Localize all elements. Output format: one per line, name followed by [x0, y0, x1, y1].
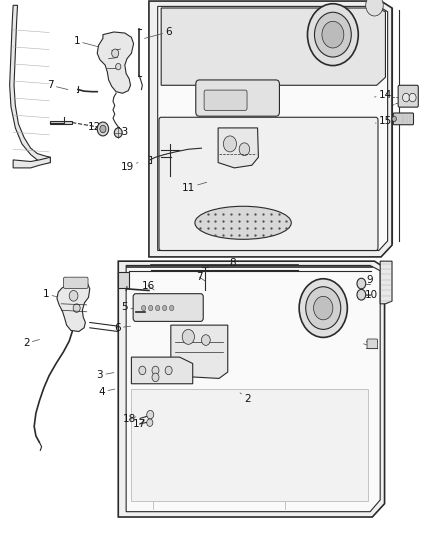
Circle shape: [307, 4, 358, 66]
FancyBboxPatch shape: [393, 113, 413, 125]
Circle shape: [357, 289, 366, 300]
Circle shape: [147, 410, 154, 419]
Circle shape: [69, 290, 78, 301]
Text: 2: 2: [240, 393, 251, 403]
Text: 9: 9: [363, 276, 374, 285]
Circle shape: [97, 122, 109, 136]
Text: 2: 2: [23, 338, 39, 348]
FancyBboxPatch shape: [64, 277, 88, 288]
Circle shape: [314, 12, 351, 57]
Polygon shape: [97, 32, 134, 93]
Polygon shape: [126, 265, 380, 512]
Circle shape: [152, 373, 159, 382]
Circle shape: [403, 93, 410, 102]
Text: 11: 11: [364, 342, 378, 351]
Text: 1: 1: [73, 36, 103, 48]
Text: 7: 7: [47, 80, 68, 90]
Polygon shape: [118, 272, 129, 288]
Circle shape: [306, 287, 341, 329]
FancyBboxPatch shape: [196, 80, 279, 116]
Text: 5: 5: [121, 302, 140, 312]
Circle shape: [73, 304, 80, 312]
Polygon shape: [57, 281, 90, 332]
Polygon shape: [158, 6, 388, 251]
Circle shape: [100, 125, 106, 133]
Text: 13: 13: [116, 127, 129, 136]
Circle shape: [170, 305, 174, 311]
FancyBboxPatch shape: [398, 85, 418, 107]
Text: 11: 11: [182, 182, 207, 192]
Text: 3: 3: [96, 370, 114, 380]
Text: 6: 6: [114, 323, 131, 333]
Text: 14: 14: [374, 90, 392, 100]
Circle shape: [162, 305, 167, 311]
Circle shape: [112, 49, 119, 58]
Polygon shape: [13, 157, 50, 168]
Circle shape: [148, 305, 153, 311]
Polygon shape: [50, 121, 72, 124]
Circle shape: [201, 335, 210, 345]
Circle shape: [392, 116, 396, 122]
Circle shape: [409, 93, 416, 102]
Polygon shape: [149, 1, 392, 257]
Circle shape: [152, 366, 159, 375]
Circle shape: [165, 366, 172, 375]
Circle shape: [366, 0, 383, 16]
Polygon shape: [131, 357, 193, 384]
Text: 18: 18: [123, 415, 136, 424]
Polygon shape: [131, 389, 368, 501]
Circle shape: [116, 63, 121, 70]
Text: 4: 4: [99, 387, 115, 397]
Text: 1: 1: [42, 289, 65, 299]
Circle shape: [239, 143, 250, 156]
Polygon shape: [161, 8, 385, 85]
FancyBboxPatch shape: [159, 117, 378, 251]
Text: 8: 8: [227, 259, 236, 268]
Circle shape: [223, 136, 237, 152]
Polygon shape: [171, 325, 228, 378]
Circle shape: [155, 305, 160, 311]
Ellipse shape: [195, 206, 291, 239]
Circle shape: [114, 128, 122, 138]
Text: 15: 15: [375, 116, 392, 126]
Text: 19: 19: [120, 163, 138, 172]
FancyBboxPatch shape: [367, 339, 378, 349]
Polygon shape: [218, 128, 258, 168]
Polygon shape: [118, 261, 385, 517]
Circle shape: [314, 296, 333, 320]
Circle shape: [357, 278, 366, 289]
Circle shape: [141, 305, 146, 311]
Text: 6: 6: [145, 27, 172, 38]
Text: 10: 10: [364, 290, 378, 300]
Circle shape: [299, 279, 347, 337]
Circle shape: [182, 329, 194, 344]
Text: 16: 16: [141, 281, 155, 290]
Text: 12: 12: [88, 122, 105, 132]
Polygon shape: [380, 261, 392, 304]
Circle shape: [139, 366, 146, 375]
FancyBboxPatch shape: [204, 90, 247, 110]
Polygon shape: [10, 5, 50, 163]
Text: 17: 17: [133, 419, 146, 429]
Circle shape: [322, 21, 344, 48]
Text: 7: 7: [196, 272, 205, 282]
FancyBboxPatch shape: [133, 294, 203, 321]
Circle shape: [147, 419, 153, 426]
